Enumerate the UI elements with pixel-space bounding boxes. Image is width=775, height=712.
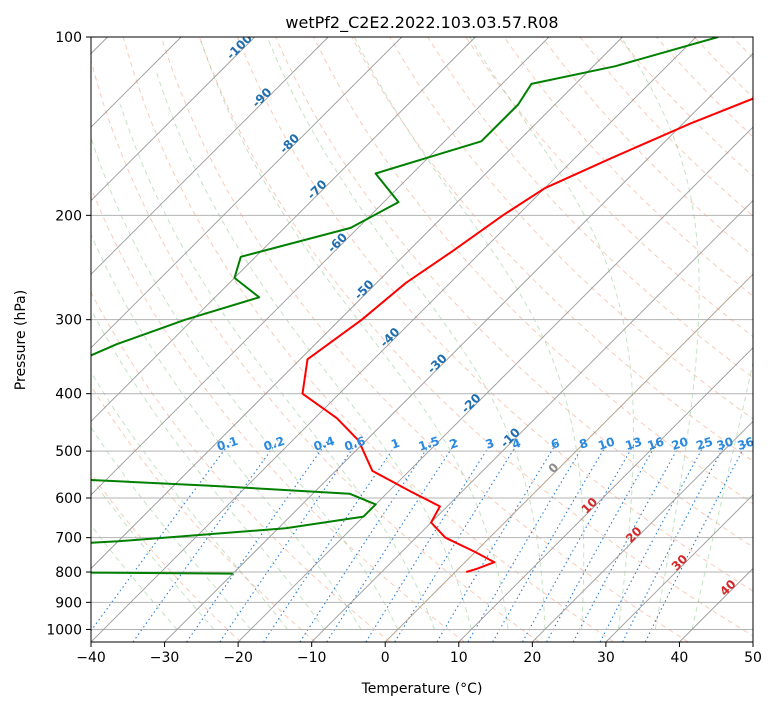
y-tick-label: 600 <box>55 491 82 507</box>
y-axis-label: Pressure (hPa) <box>13 290 29 390</box>
y-tick-label: 100 <box>55 30 82 46</box>
y-tick-label: 900 <box>55 595 82 611</box>
x-tick-label: −40 <box>76 650 106 666</box>
chart-title: wetPf2_C2E2.2022.103.03.57.R08 <box>285 13 558 33</box>
x-tick-label: −30 <box>150 650 180 666</box>
y-tick-label: 1000 <box>46 622 82 638</box>
y-tick-label: 400 <box>55 387 82 403</box>
x-axis-label: Temperature (°C) <box>361 681 483 697</box>
x-tick-label: 20 <box>523 650 541 666</box>
x-tick-label: 40 <box>671 650 689 666</box>
x-tick-label: −20 <box>223 650 253 666</box>
y-tick-label: 700 <box>55 531 82 547</box>
x-tick-label: 0 <box>381 650 390 666</box>
y-tick-label: 300 <box>55 313 82 329</box>
x-tick-label: 30 <box>597 650 615 666</box>
x-tick-label: −10 <box>297 650 327 666</box>
x-tick-label: 50 <box>744 650 762 666</box>
y-tick-label: 800 <box>55 565 82 581</box>
y-tick-label: 500 <box>55 444 82 460</box>
y-tick-label: 200 <box>55 208 82 224</box>
x-tick-label: 10 <box>450 650 468 666</box>
